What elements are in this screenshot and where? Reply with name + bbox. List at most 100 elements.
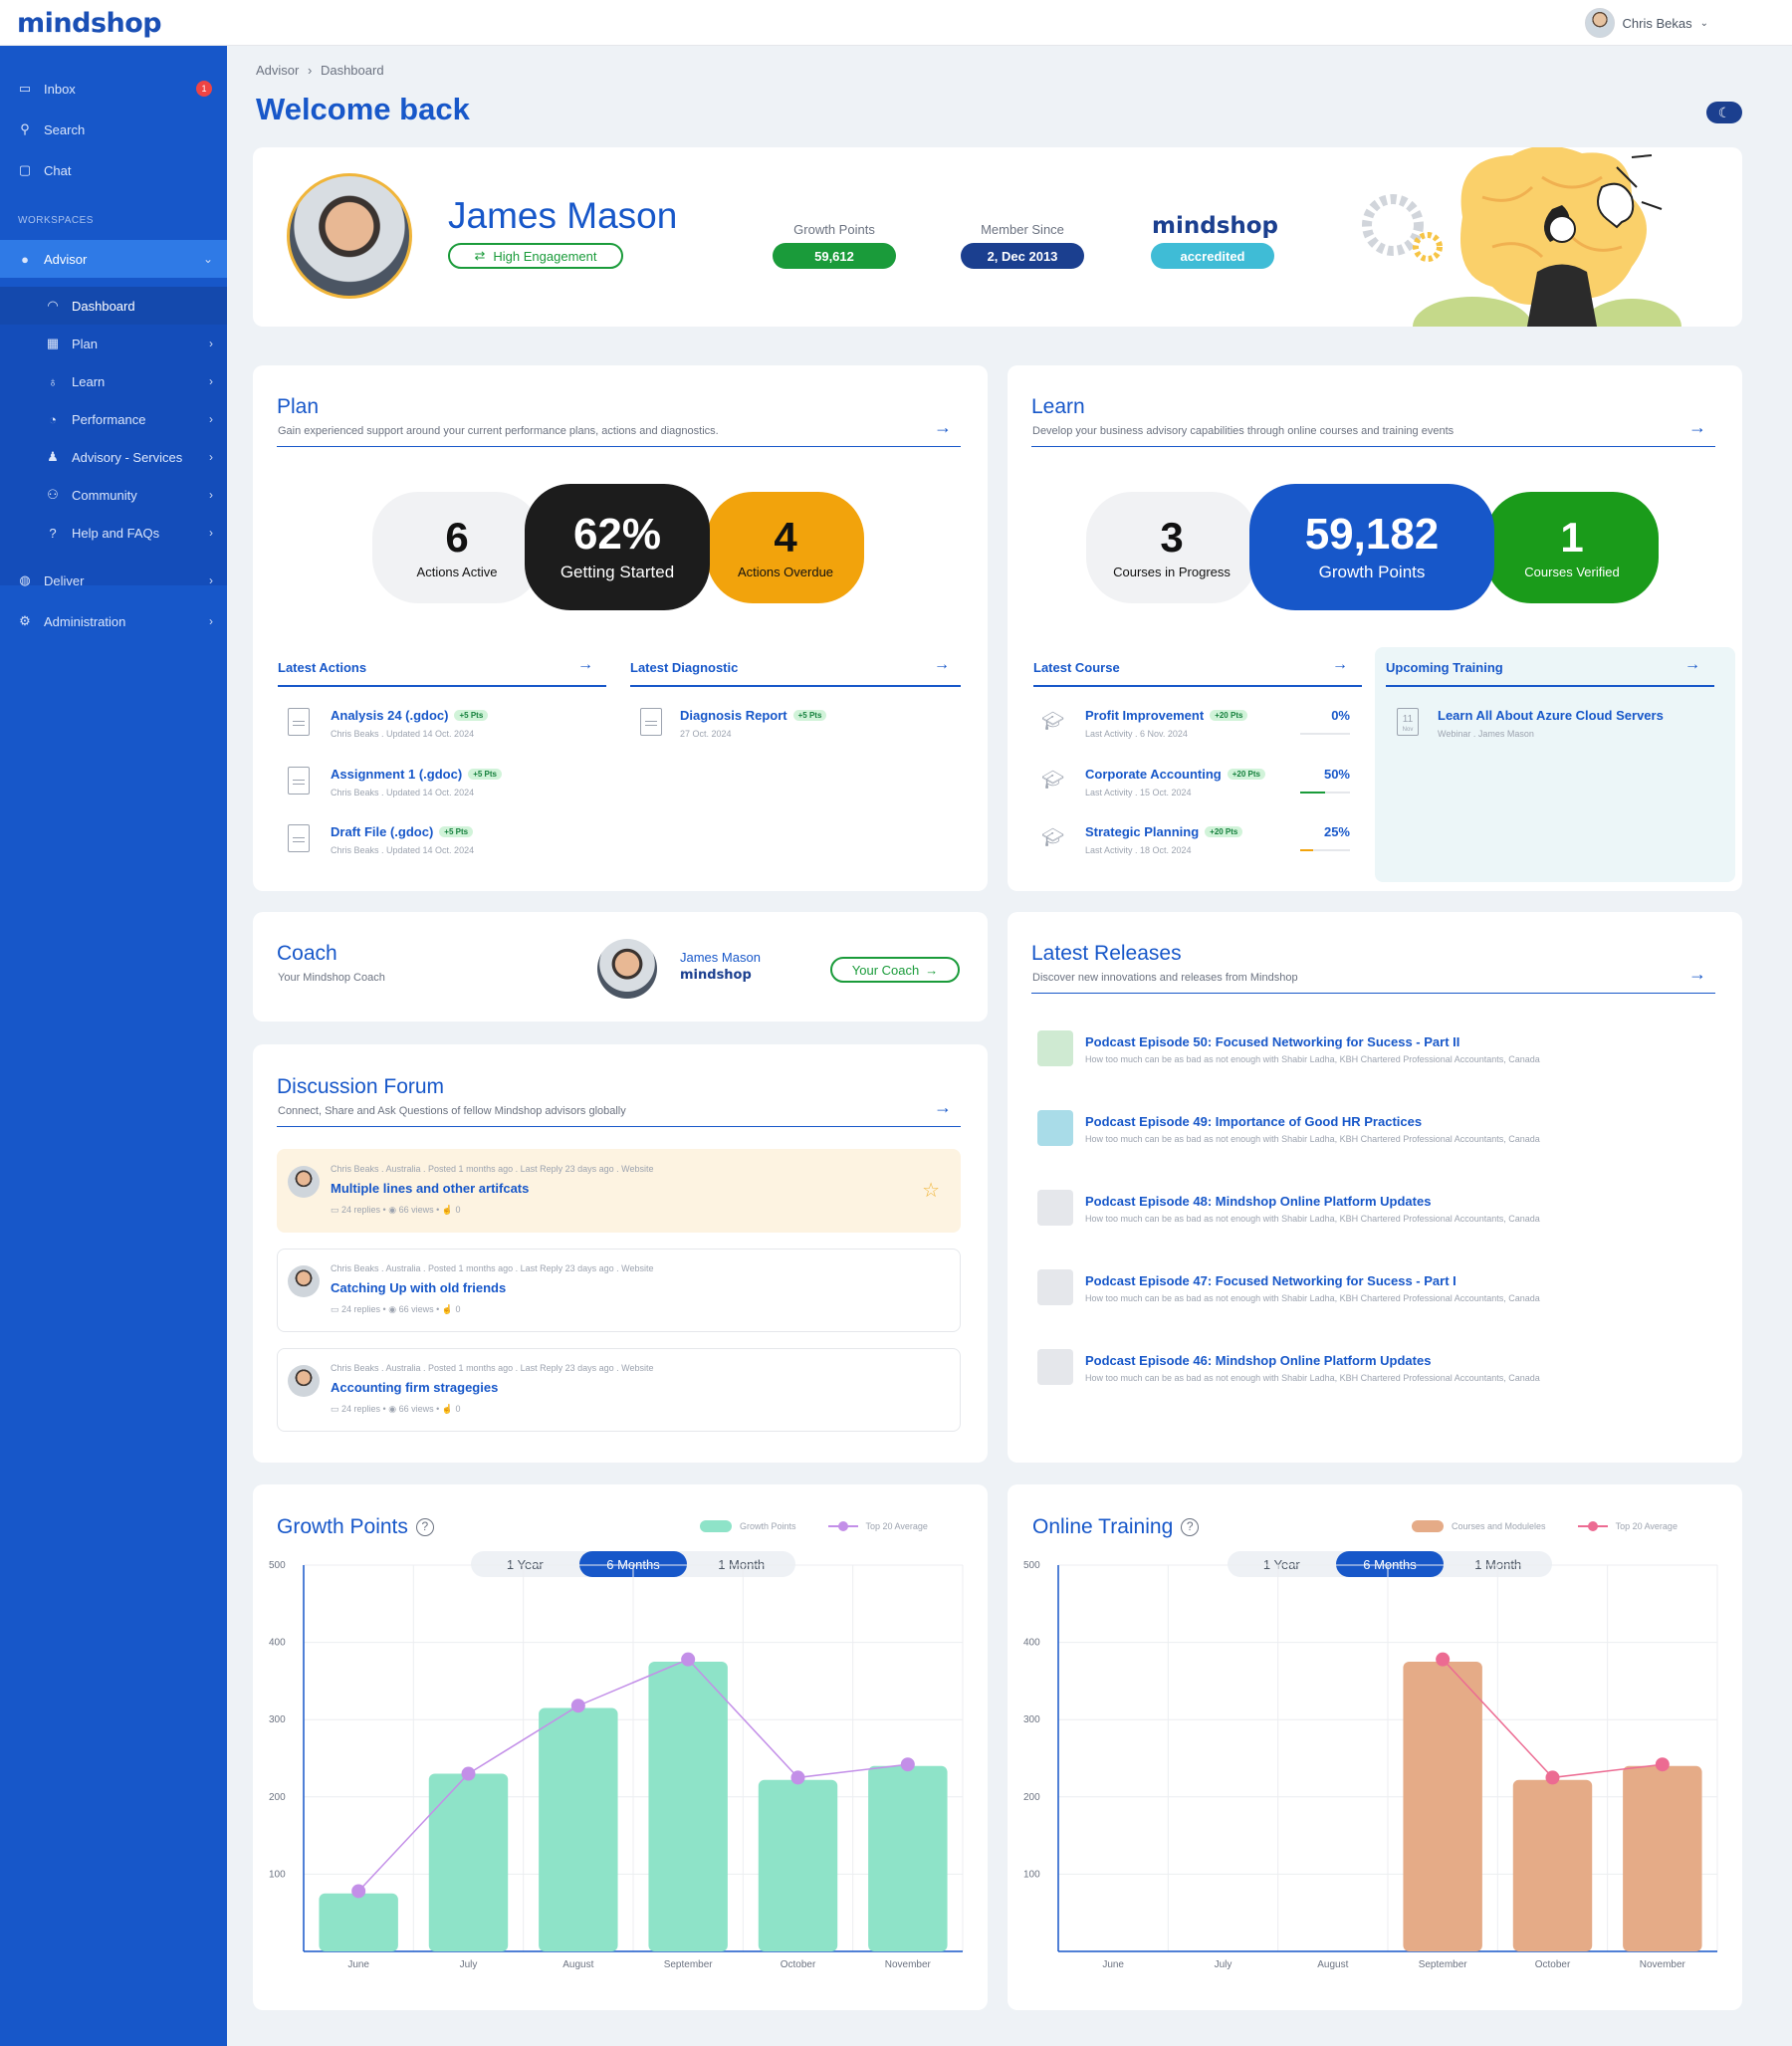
sidebar-item-advisory-services[interactable]: ♟ Advisory - Services › bbox=[0, 438, 227, 476]
action-title[interactable]: Assignment 1 (.gdoc) bbox=[331, 767, 463, 782]
learn-arrow-icon[interactable]: → bbox=[1688, 417, 1706, 437]
sidebar-item-search[interactable]: ⚲ Search bbox=[0, 111, 227, 148]
course-item-title[interactable]: Profit Improvement +20 Pts bbox=[1085, 708, 1248, 723]
sidebar-item-dashboard[interactable]: ◠ Dashboard bbox=[0, 287, 227, 325]
mindshop-logo[interactable]: mindshop bbox=[17, 8, 162, 39]
bulb-icon: ♁ bbox=[48, 373, 58, 389]
your-coach-button[interactable]: Your Coach → bbox=[830, 957, 960, 983]
bar bbox=[319, 1893, 398, 1951]
latest-diagnostic-heading[interactable]: Latest Diagnostic bbox=[630, 660, 739, 675]
gauge-icon: ◠ bbox=[47, 298, 59, 313]
range-1-month[interactable]: 1 Month bbox=[718, 1556, 766, 1572]
y-tick-label: 500 bbox=[269, 1560, 286, 1571]
help-icon[interactable]: ? bbox=[415, 1518, 434, 1536]
range-6-months[interactable]: 6 Months bbox=[1335, 1551, 1445, 1577]
graduation-cap-icon: 🎓︎ bbox=[1041, 770, 1064, 790]
course-item-title[interactable]: Corporate Accounting +20 Pts bbox=[1085, 767, 1265, 782]
legend-swatch bbox=[1577, 1521, 1608, 1531]
points-badge: +20 Pts bbox=[1205, 826, 1243, 837]
latest-course-heading[interactable]: Latest Course bbox=[1033, 660, 1120, 675]
course-title[interactable]: Profit Improvement bbox=[1085, 708, 1205, 723]
forum-arrow-icon[interactable]: → bbox=[934, 1097, 952, 1117]
forum-post[interactable]: Chris Beaks . Australia . Posted 1 month… bbox=[277, 1249, 961, 1332]
points-badge: +5 Pts bbox=[454, 710, 489, 721]
coach-title: Coach bbox=[277, 942, 337, 965]
range-1-year[interactable]: 1 Year bbox=[1262, 1556, 1300, 1572]
diagnostic-title[interactable]: Diagnosis Report bbox=[680, 708, 787, 723]
post-title[interactable]: Accounting firm stragegies bbox=[331, 1380, 499, 1395]
sidebar-item-inbox[interactable]: ▭ Inbox 1 bbox=[0, 70, 227, 108]
author-avatar bbox=[288, 1166, 320, 1198]
sidebar-item-learn[interactable]: ♁ Learn › bbox=[0, 362, 227, 400]
forum-post[interactable]: Chris Beaks . Australia . Posted 1 month… bbox=[277, 1149, 961, 1233]
post-title[interactable]: Multiple lines and other artifcats bbox=[331, 1181, 530, 1196]
plan-arrow-icon[interactable]: → bbox=[934, 417, 952, 437]
release-title[interactable]: Podcast Episode 50: Focused Networking f… bbox=[1085, 1034, 1460, 1049]
action-title[interactable]: Draft File (.gdoc) bbox=[331, 824, 434, 839]
sidebar-item-plan[interactable]: ▦ Plan › bbox=[0, 325, 227, 362]
legend-swatch bbox=[700, 1520, 732, 1532]
author-avatar bbox=[288, 1365, 320, 1397]
mindshop-logo: mindshop bbox=[1152, 213, 1279, 239]
user-menu[interactable]: Chris Bekas ⌄ bbox=[1584, 8, 1708, 38]
growth-points-chart: 100 200 300 400 500 June July August September Oc… bbox=[269, 1560, 964, 1970]
release-thumbnail bbox=[1037, 1110, 1073, 1146]
bar bbox=[1623, 1765, 1702, 1951]
range-1-year[interactable]: 1 Year bbox=[506, 1556, 544, 1572]
y-tick-label: 400 bbox=[269, 1638, 286, 1649]
accredited-badge: accredited bbox=[1151, 243, 1274, 269]
brain-illustration bbox=[1362, 147, 1681, 327]
x-tick-label: September bbox=[664, 1959, 714, 1970]
x-tick-label: October bbox=[781, 1959, 816, 1970]
sidebar-item-label: Deliver bbox=[44, 572, 85, 588]
course-item-title[interactable]: Strategic Planning +20 Pts bbox=[1085, 824, 1243, 839]
line-point bbox=[681, 1652, 696, 1667]
action-item-title[interactable]: Analysis 24 (.gdoc) +5 Pts bbox=[331, 708, 489, 723]
chevron-right-icon: › bbox=[209, 374, 213, 388]
course-percent: 50% bbox=[1323, 767, 1350, 782]
y-tick-label: 200 bbox=[1023, 1792, 1040, 1803]
help-icon[interactable]: ? bbox=[1181, 1518, 1200, 1536]
action-title[interactable]: Analysis 24 (.gdoc) bbox=[331, 708, 449, 723]
member-since-badge: 2, Dec 2013 bbox=[961, 243, 1084, 269]
arrow-right-icon[interactable]: → bbox=[577, 656, 593, 673]
actions-overdue-stat: 4 Actions Overdue bbox=[707, 492, 864, 603]
latest-actions-heading[interactable]: Latest Actions bbox=[278, 660, 367, 675]
action-item-title[interactable]: Draft File (.gdoc) +5 Pts bbox=[331, 824, 474, 839]
chart-title: Growth Points bbox=[277, 1515, 408, 1538]
action-item-title[interactable]: Assignment 1 (.gdoc) +5 Pts bbox=[331, 767, 502, 782]
course-title[interactable]: Strategic Planning bbox=[1085, 824, 1200, 839]
x-tick-label: November bbox=[1640, 1959, 1686, 1970]
arrow-right-icon[interactable]: → bbox=[1684, 656, 1700, 673]
sidebar-item-advisor[interactable]: ● Advisor ⌄ bbox=[0, 240, 227, 278]
legend-label: Courses and Moduleles bbox=[1452, 1521, 1546, 1531]
sidebar-item-performance[interactable]: ◔ Performance › bbox=[0, 400, 227, 438]
training-title[interactable]: Learn All About Azure Cloud Servers bbox=[1438, 708, 1664, 723]
sidebar-item-administration[interactable]: ⚙ Administration › bbox=[0, 602, 227, 640]
breadcrumb-root[interactable]: Advisor bbox=[256, 63, 300, 78]
diagnostic-item-title[interactable]: Diagnosis Report +5 Pts bbox=[680, 708, 827, 723]
help-icon: ? bbox=[49, 525, 57, 541]
forum-post[interactable]: Chris Beaks . Australia . Posted 1 month… bbox=[277, 1348, 961, 1432]
releases-arrow-icon[interactable]: → bbox=[1688, 964, 1706, 984]
range-1-month[interactable]: 1 Month bbox=[1474, 1556, 1522, 1572]
post-title[interactable]: Catching Up with old friends bbox=[331, 1280, 507, 1295]
document-icon bbox=[288, 824, 310, 852]
sidebar-item-chat[interactable]: ▢ Chat bbox=[0, 151, 227, 189]
dark-mode-toggle[interactable]: ☾ bbox=[1706, 102, 1742, 123]
x-tick-label: August bbox=[562, 1959, 593, 1970]
sidebar-item-help[interactable]: ? Help and FAQs › bbox=[0, 514, 227, 552]
arrow-right-icon[interactable]: → bbox=[1332, 656, 1348, 673]
release-title[interactable]: Podcast Episode 46: Mindshop Online Plat… bbox=[1085, 1353, 1432, 1368]
release-thumbnail bbox=[1037, 1349, 1073, 1385]
upcoming-training-heading[interactable]: Upcoming Training bbox=[1386, 660, 1503, 675]
arrow-right-icon[interactable]: → bbox=[934, 656, 950, 673]
release-title[interactable]: Podcast Episode 48: Mindshop Online Plat… bbox=[1085, 1194, 1432, 1209]
sidebar-item-community[interactable]: ⚇ Community › bbox=[0, 476, 227, 514]
release-title[interactable]: Podcast Episode 47: Focused Networking f… bbox=[1085, 1273, 1456, 1288]
document-icon bbox=[640, 708, 662, 736]
course-title[interactable]: Corporate Accounting bbox=[1085, 767, 1222, 782]
star-icon[interactable]: ☆ bbox=[922, 1180, 940, 1202]
release-title[interactable]: Podcast Episode 49: Importance of Good H… bbox=[1085, 1114, 1423, 1129]
sidebar-item-deliver[interactable]: ◍ Deliver › bbox=[0, 562, 227, 599]
